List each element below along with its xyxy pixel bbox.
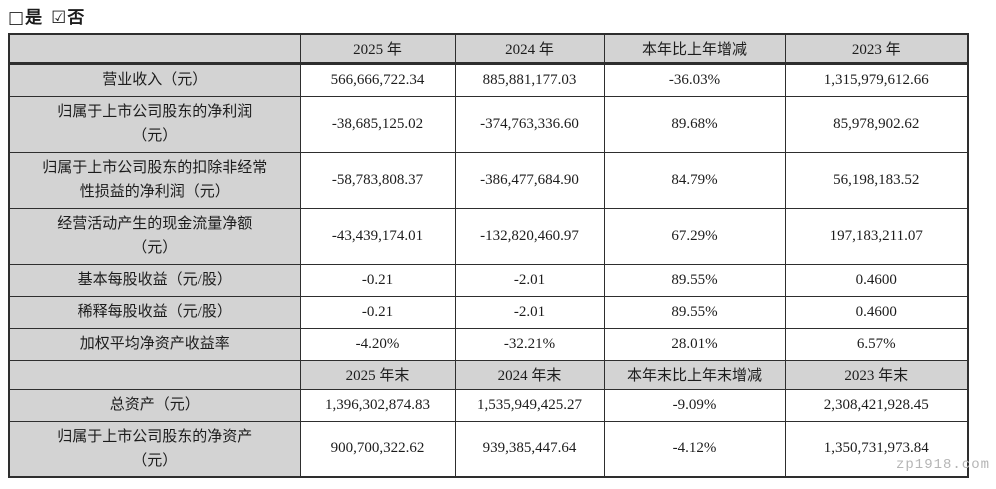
row-label: 加权平均净资产收益率 [8,327,301,361]
cell-2025: -0.21 [299,263,456,297]
cell-2023: 85,978,902.62 [784,95,969,153]
cell-change: 28.01% [603,327,786,361]
cell-change: -9.09% [603,388,786,422]
yes-no-checkline: □是 ☑否 [8,3,85,28]
row-label: 总资产（元） [8,388,301,422]
table-row-net-profit-excl-nonrecurring: 归属于上市公司股东的扣除非经常 性损益的净利润（元） -58,783,808.3… [8,151,969,209]
cell-2023: 6.57% [784,327,969,361]
header-empty-cell [8,33,301,65]
cell-2023: 0.4600 [784,295,969,329]
cell-2025: -58,783,808.37 [299,151,456,209]
table-row-weighted-avg-roe: 加权平均净资产收益率 -4.20% -32.21% 28.01% 6.57% [8,327,969,361]
cell-2023: 1,350,731,973.84 [784,420,969,478]
row-label: 营业收入（元） [8,62,301,97]
table-row-operating-cash-flow: 经营活动产生的现金流量净额 （元） -43,439,174.01 -132,82… [8,207,969,265]
header-empty-cell [8,359,301,390]
row-label: 归属于上市公司股东的净资产 （元） [8,420,301,478]
cell-2024: 939,385,447.64 [454,420,605,478]
row-label: 经营活动产生的现金流量净额 （元） [8,207,301,265]
table-row-net-assets: 归属于上市公司股东的净资产 （元） 900,700,322.62 939,385… [8,420,969,478]
watermark: zp1918.com [895,457,990,473]
row-label: 归属于上市公司股东的净利润 （元） [8,95,301,153]
cell-2024: 1,535,949,425.27 [454,388,605,422]
cell-2023: 56,198,183.52 [784,151,969,209]
header-2025-end: 2025 年末 [299,359,456,390]
cell-2023: 1,315,979,612.66 [784,62,969,97]
header-2025: 2025 年 [299,33,456,65]
cell-change: -36.03% [603,62,786,97]
cell-2024: -32.21% [454,327,605,361]
table-row-net-profit: 归属于上市公司股东的净利润 （元） -38,685,125.02 -374,76… [8,95,969,153]
cell-change: 89.68% [603,95,786,153]
header-2023-end: 2023 年末 [784,359,969,390]
checkbox-yes-unchecked-icon[interactable]: □ [8,8,26,28]
row-label: 基本每股收益（元/股） [8,263,301,297]
header-end-yoy-change: 本年末比上年末增减 [603,359,786,390]
cell-2024: 885,881,177.03 [454,62,605,97]
cell-2023: 197,183,211.07 [784,207,969,265]
checkbox-yes-label: 是 [25,8,44,27]
cell-change: 89.55% [603,295,786,329]
cell-2023: 0.4600 [784,263,969,297]
cell-change: 89.55% [603,263,786,297]
checkbox-no-label: 否 [67,8,86,27]
header-2024-end: 2024 年末 [454,359,605,390]
cell-2025: 900,700,322.62 [299,420,456,478]
cell-change: 84.79% [603,151,786,209]
cell-2023: 2,308,421,928.45 [784,388,969,422]
cell-2025: -38,685,125.02 [299,95,456,153]
cell-2025: 566,666,722.34 [299,62,456,97]
row-label: 归属于上市公司股东的扣除非经常 性损益的净利润（元） [8,151,301,209]
table-row-basic-eps: 基本每股收益（元/股） -0.21 -2.01 89.55% 0.4600 [8,263,969,297]
cell-2025: 1,396,302,874.83 [299,388,456,422]
cell-2025: -0.21 [299,295,456,329]
key-financials-table: 2025 年 2024 年 本年比上年增减 2023 年 营业收入（元） 566… [8,33,969,478]
table-row-revenue: 营业收入（元） 566,666,722.34 885,881,177.03 -3… [8,62,969,97]
cell-2025: -4.20% [299,327,456,361]
cell-2025: -43,439,174.01 [299,207,456,265]
cell-change: -4.12% [603,420,786,478]
table-header-row-period-end: 2025 年末 2024 年末 本年末比上年末增减 2023 年末 [8,359,969,390]
row-label: 稀释每股收益（元/股） [8,295,301,329]
table-header-row-annual: 2025 年 2024 年 本年比上年增减 2023 年 [8,33,969,65]
cell-2024: -2.01 [454,263,605,297]
cell-2024: -132,820,460.97 [454,207,605,265]
cell-2024: -386,477,684.90 [454,151,605,209]
header-2024: 2024 年 [454,33,605,65]
cell-2024: -2.01 [454,295,605,329]
header-yoy-change: 本年比上年增减 [603,33,786,65]
cell-change: 67.29% [603,207,786,265]
checkbox-no-checked-icon[interactable]: ☑ [51,8,68,28]
header-2023: 2023 年 [784,33,969,65]
table-row-diluted-eps: 稀释每股收益（元/股） -0.21 -2.01 89.55% 0.4600 [8,295,969,329]
cell-2024: -374,763,336.60 [454,95,605,153]
table-row-total-assets: 总资产（元） 1,396,302,874.83 1,535,949,425.27… [8,388,969,422]
